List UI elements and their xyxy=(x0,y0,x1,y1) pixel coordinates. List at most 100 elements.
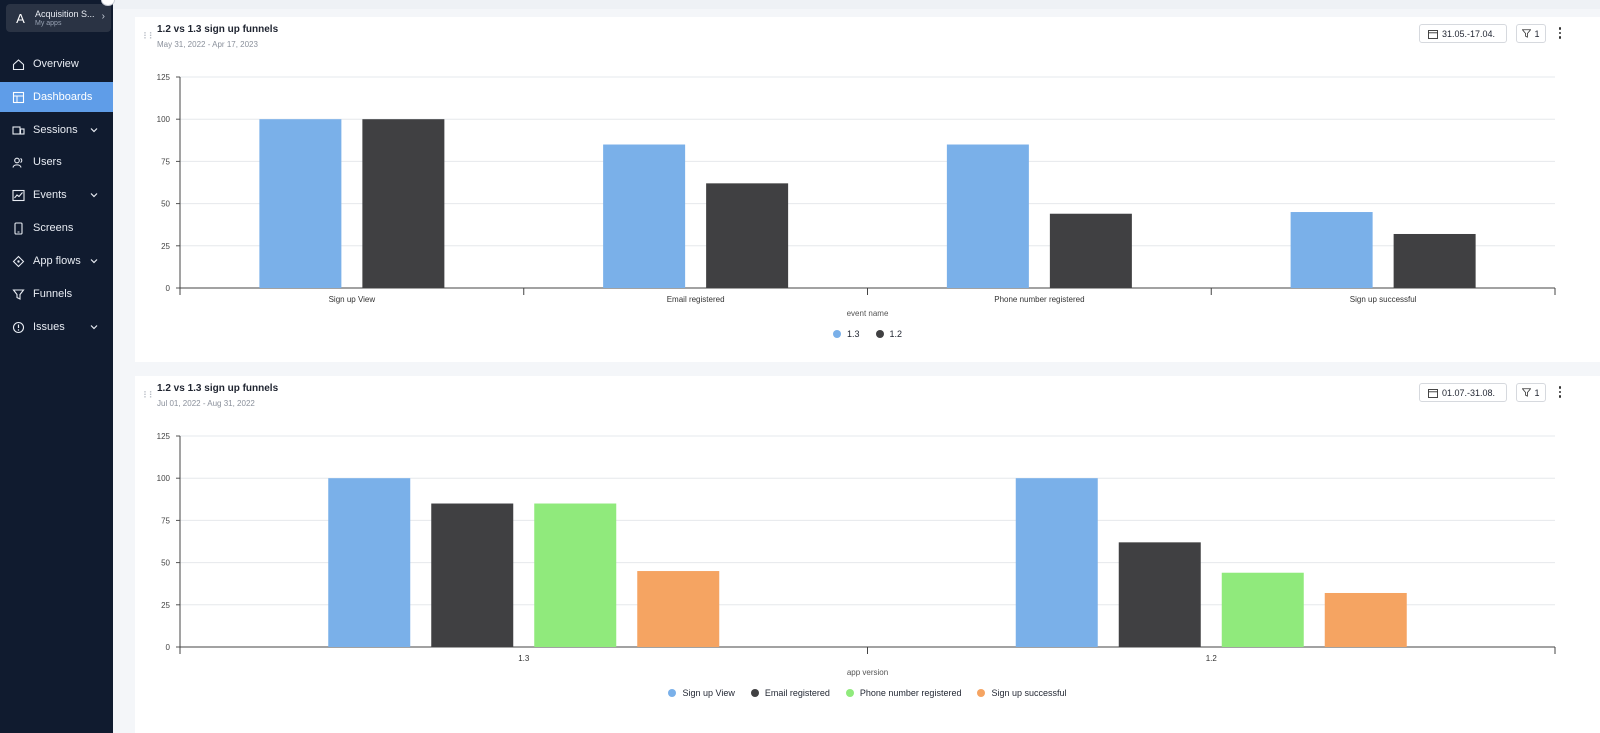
sidebar-item-events[interactable]: Events xyxy=(0,180,113,210)
sidebar-item-users[interactable]: Users xyxy=(0,147,113,177)
chevron-down-icon[interactable] xyxy=(89,125,99,135)
chevron-right-icon: › xyxy=(101,11,105,22)
sidebar-item-issues[interactable]: Issues xyxy=(0,312,113,342)
y-tick-label: 125 xyxy=(157,73,171,82)
y-tick-label: 25 xyxy=(161,601,170,610)
bar[interactable] xyxy=(946,144,1029,288)
bar[interactable] xyxy=(259,119,342,288)
x-axis-label: app version xyxy=(847,668,888,677)
legend-item[interactable]: 1.2 xyxy=(875,329,903,339)
more-options-icon[interactable] xyxy=(1555,25,1565,41)
drag-handle-icon[interactable]: ⠇⠇ xyxy=(143,390,155,400)
sidebar-item-app-flows[interactable]: App flows xyxy=(0,246,113,276)
date-range-label: 01.07.-31.08. xyxy=(1442,387,1496,398)
card-date-subtitle: May 31, 2022 - Apr 17, 2023 xyxy=(157,40,258,49)
filter-count: 1 xyxy=(1534,387,1540,398)
filter-button[interactable]: 1 xyxy=(1516,383,1546,402)
legend-label: Sign up successful xyxy=(991,688,1067,698)
chevron-down-icon[interactable] xyxy=(89,322,99,332)
x-axis-label: event name xyxy=(847,309,889,318)
more-options-icon[interactable] xyxy=(1555,384,1565,400)
card-title: 1.2 vs 1.3 sign up funnels xyxy=(157,383,279,394)
bar[interactable] xyxy=(603,144,686,288)
bar[interactable] xyxy=(1393,233,1476,288)
sidebar-item-label: Overview xyxy=(33,58,79,70)
bar[interactable] xyxy=(1118,542,1201,647)
sidebar-item-funnels[interactable]: Funnels xyxy=(0,279,113,309)
app-flows-icon xyxy=(11,254,25,268)
y-tick-label: 0 xyxy=(166,284,171,293)
sidebar-item-label: Users xyxy=(33,156,62,168)
sidebar-item-screens[interactable]: Screens xyxy=(0,213,113,243)
x-tick-label: Sign up View xyxy=(329,295,376,304)
legend-swatch xyxy=(977,689,986,697)
legend-item[interactable]: Sign up View xyxy=(668,688,735,698)
sidebar: A Acquisition S... My apps › Overview Das… xyxy=(0,0,115,733)
bar[interactable] xyxy=(362,119,445,288)
top-strip xyxy=(113,0,1600,9)
sidebar-item-dashboards[interactable]: Dashboards xyxy=(0,82,113,112)
sidebar-item-label: Screens xyxy=(33,222,74,234)
x-tick-label: Phone number registered xyxy=(994,295,1084,304)
x-tick-label: 1.3 xyxy=(518,654,530,663)
y-tick-label: 100 xyxy=(157,115,171,124)
bar[interactable] xyxy=(1015,478,1098,647)
y-tick-label: 0 xyxy=(166,643,171,652)
y-tick-label: 125 xyxy=(157,432,171,441)
legend-swatch xyxy=(875,330,884,338)
date-range-button[interactable]: 01.07.-31.08. xyxy=(1419,383,1507,402)
sidebar-item-label: Sessions xyxy=(33,124,78,136)
sidebar-item-overview[interactable]: Overview xyxy=(0,49,113,79)
legend-swatch xyxy=(832,330,841,338)
y-tick-label: 75 xyxy=(161,516,170,525)
card-date-subtitle: Jul 01, 2022 - Aug 31, 2022 xyxy=(157,399,255,408)
chevron-down-icon[interactable] xyxy=(89,256,99,266)
filter-button[interactable]: 1 xyxy=(1516,24,1546,43)
bar[interactable] xyxy=(1049,213,1132,288)
legend-item[interactable]: Sign up successful xyxy=(977,688,1067,698)
y-tick-label: 25 xyxy=(161,242,170,251)
bar[interactable] xyxy=(1324,592,1407,647)
app-avatar: A xyxy=(16,10,25,26)
legend-label: 1.2 xyxy=(889,329,903,339)
bar[interactable] xyxy=(431,503,514,647)
sidebar-item-label: Funnels xyxy=(33,288,73,300)
drag-handle-icon[interactable]: ⠇⠇ xyxy=(143,31,155,41)
bar[interactable] xyxy=(1290,212,1373,288)
date-range-label: 31.05.-17.04. xyxy=(1442,28,1496,39)
y-tick-label: 50 xyxy=(161,200,170,209)
legend-swatch xyxy=(845,689,854,697)
legend-label: 1.3 xyxy=(846,329,860,339)
filter-count: 1 xyxy=(1534,28,1540,39)
chevron-down-icon[interactable] xyxy=(89,190,99,200)
calendar-icon xyxy=(1428,29,1438,39)
app-name: Acquisition S... xyxy=(35,9,95,19)
app-switcher[interactable]: A Acquisition S... My apps › xyxy=(6,4,111,32)
card-title: 1.2 vs 1.3 sign up funnels xyxy=(157,24,279,35)
y-tick-label: 50 xyxy=(161,559,170,568)
x-tick-label: Sign up successful xyxy=(1350,295,1417,304)
date-range-button[interactable]: 31.05.-17.04. xyxy=(1419,24,1507,43)
bar[interactable] xyxy=(706,183,789,288)
bar[interactable] xyxy=(637,571,720,647)
legend-label: Sign up View xyxy=(682,688,735,698)
bar-chart-app-version: 0 25 50 75 100 125 1.3 1.2 app version xyxy=(157,432,1556,677)
sidebar-item-label: Events xyxy=(33,189,67,201)
legend-item[interactable]: Email registered xyxy=(750,688,830,698)
legend-item[interactable]: 1.3 xyxy=(832,329,860,339)
screens-icon xyxy=(11,221,25,235)
funnels-icon xyxy=(11,287,25,301)
bar[interactable] xyxy=(534,503,617,647)
users-icon xyxy=(11,155,25,169)
home-icon xyxy=(11,57,25,71)
bar[interactable] xyxy=(328,478,411,647)
issues-icon xyxy=(11,320,25,334)
bar-chart-event-name: 0 25 50 75 100 125 Sign up View Email registere… xyxy=(157,73,1556,318)
x-tick-label: 1.2 xyxy=(1206,654,1218,663)
legend-item[interactable]: Phone number registered xyxy=(845,688,961,698)
legend-swatch xyxy=(668,689,677,697)
bar[interactable] xyxy=(1221,572,1304,647)
sessions-icon xyxy=(11,123,25,137)
chart-card-event-name: ⠇⠇ 1.2 vs 1.3 sign up funnels May 31, 20… xyxy=(135,17,1600,362)
sidebar-item-sessions[interactable]: Sessions xyxy=(0,115,113,145)
